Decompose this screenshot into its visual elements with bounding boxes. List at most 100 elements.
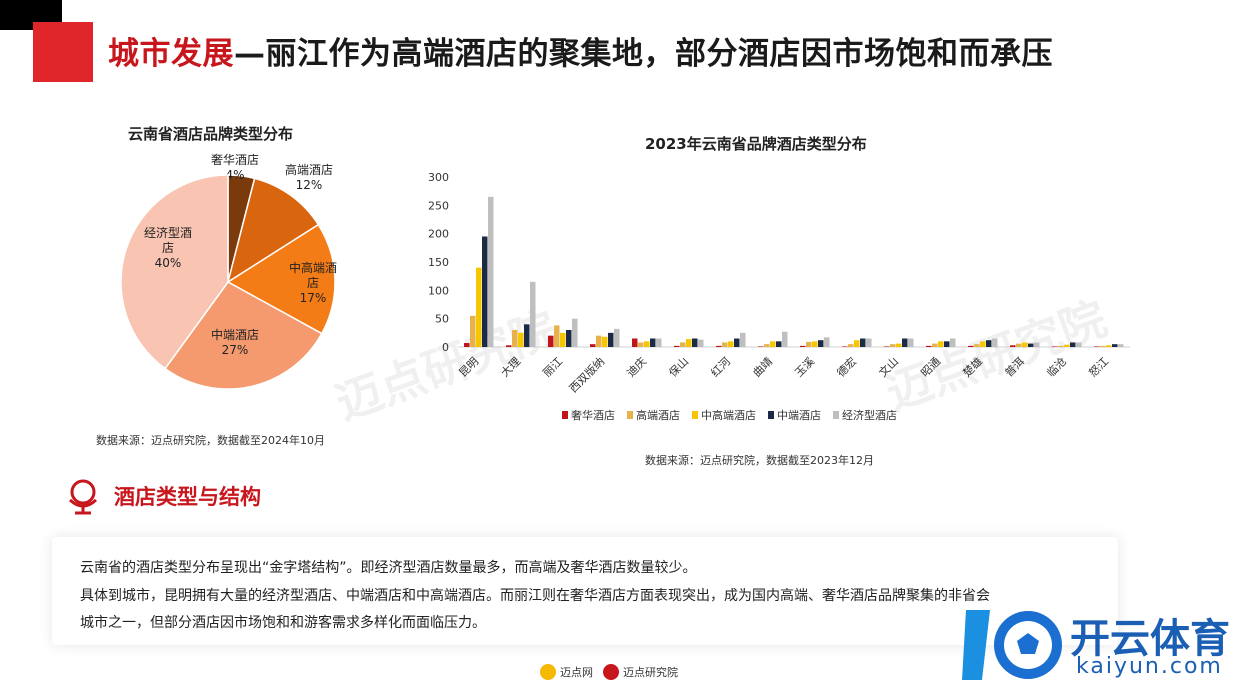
bar <box>650 338 656 347</box>
y-tick-label: 100 <box>428 284 449 297</box>
pie-slice-label: 中高端酒店 17% <box>289 260 337 305</box>
x-tick-label: 楚雄 <box>960 354 985 379</box>
pie-slice-label: 中端酒店 27% <box>211 327 259 357</box>
bar <box>572 318 578 347</box>
pie-source-note: 数据来源：迈点研究院，数据截至2024年10月 <box>96 434 325 447</box>
bar <box>1070 342 1076 347</box>
meadin-logo-icon <box>540 664 556 680</box>
x-tick-label: 曲靖 <box>750 355 775 380</box>
bar <box>596 335 602 347</box>
footer-left-label: 迈点网 <box>560 666 593 679</box>
bar <box>644 341 650 347</box>
bar <box>476 267 482 347</box>
pie-slice-label: 奢华酒店 4% <box>211 153 259 182</box>
bar <box>548 335 554 347</box>
legend-label: 高端酒店 <box>636 408 680 422</box>
pie-chart: 奢华酒店 4% 高端酒店 12% 中高端酒店 17% 中端酒店 27% 经济型酒店 40% <box>120 153 337 390</box>
bar <box>686 339 692 347</box>
title-accent-square <box>33 22 93 82</box>
x-tick-label: 玉溪 <box>792 355 817 380</box>
summary-box: 云南省的酒店类型分布呈现出“金字塔结构”。即经济型酒店数量最多，而高端及奢华酒店… <box>52 537 1118 645</box>
bar <box>470 315 476 347</box>
brand-url: kaiyun.com <box>1076 654 1223 679</box>
bar <box>1112 344 1118 347</box>
legend-label: 经济型酒店 <box>842 408 897 422</box>
bar <box>560 332 566 347</box>
x-tick-label: 大理 <box>498 354 523 379</box>
bar <box>512 330 518 347</box>
bar <box>1022 342 1028 347</box>
footer-right-label: 迈点研究院 <box>623 666 678 679</box>
bar <box>908 338 914 347</box>
bar <box>818 340 824 347</box>
bar <box>530 281 536 347</box>
x-tick-label: 文山 <box>876 354 901 379</box>
y-tick-label: 150 <box>428 256 449 269</box>
section-label: 酒店类型与结构 <box>114 485 261 509</box>
x-tick-label: 西双版纳 <box>566 354 607 395</box>
bar <box>734 338 740 347</box>
x-tick-label: 德宏 <box>834 354 859 379</box>
bar <box>608 332 614 347</box>
bar <box>506 345 512 347</box>
bar <box>980 341 986 347</box>
bar <box>968 345 974 347</box>
bar <box>986 340 992 347</box>
y-tick-label: 250 <box>428 199 449 212</box>
bar <box>728 341 734 347</box>
bar <box>722 342 728 347</box>
y-tick-label: 0 <box>442 341 449 354</box>
bar <box>896 343 902 347</box>
footer-logos: 迈点网 迈点研究院 <box>540 664 678 680</box>
pie-slice <box>226 223 336 335</box>
bar <box>854 340 860 347</box>
legend-swatch <box>627 411 633 419</box>
y-tick-label: 300 <box>428 171 449 184</box>
pie-slice <box>226 177 320 284</box>
legend-swatch <box>562 411 568 419</box>
bar <box>974 344 980 347</box>
x-tick-label: 怒江 <box>1086 354 1111 379</box>
bar <box>926 345 932 347</box>
bar <box>1028 343 1034 347</box>
bar <box>1106 345 1112 347</box>
bar-source-note: 数据来源：迈点研究院，数据截至2023年12月 <box>645 454 874 467</box>
legend-swatch <box>692 411 698 419</box>
summary-line-2: 具体到城市，昆明拥有大量的经济型酒店、中端酒店和中高端酒店。而丽江则在奢华酒店方… <box>80 588 990 604</box>
legend-label: 中高端酒店 <box>701 408 756 422</box>
bar <box>1100 345 1106 347</box>
bar <box>1010 345 1016 347</box>
bar <box>614 328 620 347</box>
bar <box>890 344 896 347</box>
pie-slice <box>120 174 229 370</box>
bar <box>770 341 776 347</box>
y-tick-label: 50 <box>435 313 449 326</box>
x-tick-label: 昭通 <box>918 355 943 380</box>
brand-watermark: 开云体育 kaiyun.com <box>960 600 1230 690</box>
x-tick-label: 临沧 <box>1044 354 1069 379</box>
x-tick-label: 普洱 <box>1002 354 1027 379</box>
pie-slice <box>164 281 323 390</box>
bar <box>638 342 644 347</box>
bar-chart-title: 2023年云南省品牌酒店类型分布 <box>645 135 867 153</box>
bar <box>842 346 848 347</box>
bar <box>1058 345 1064 347</box>
bar <box>800 345 806 347</box>
bar <box>482 236 488 347</box>
bar <box>524 324 530 347</box>
bar <box>602 336 608 347</box>
bar <box>860 338 866 347</box>
bar <box>1034 342 1040 347</box>
bar <box>1118 344 1124 347</box>
bar <box>812 341 818 347</box>
summary-line-1: 云南省的酒店类型分布呈现出“金字塔结构”。即经济型酒店数量最多，而高端及奢华酒店… <box>80 560 697 576</box>
page-title-rest: —丽江作为高端酒店的聚集地，部分酒店因市场饱和而承压 <box>234 36 1053 72</box>
bar <box>992 338 998 347</box>
page-title-highlight: 城市发展 <box>108 36 234 72</box>
bar <box>950 338 956 347</box>
bar <box>518 332 524 347</box>
bar <box>782 331 788 347</box>
bar <box>554 325 560 347</box>
bar <box>1064 344 1070 347</box>
